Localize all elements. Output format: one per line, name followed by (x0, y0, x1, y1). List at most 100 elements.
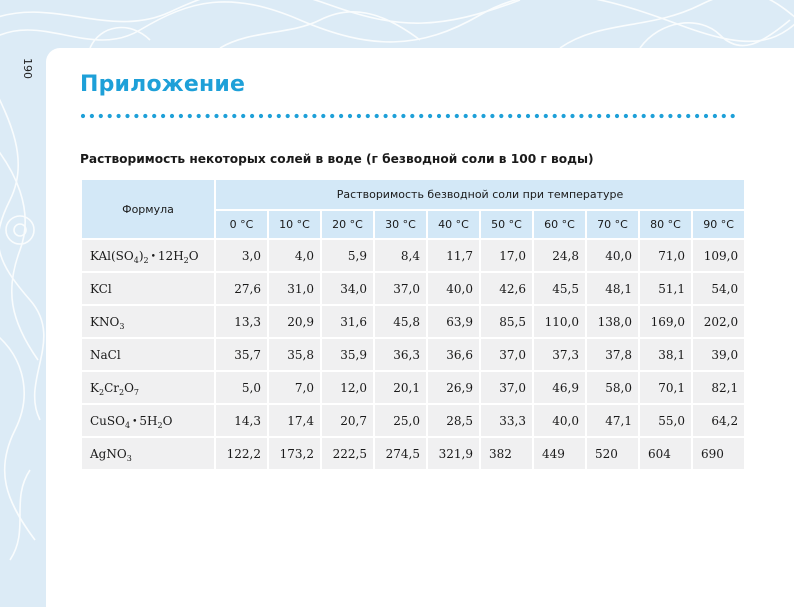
value-cell: 449 (532, 436, 587, 471)
formula-dot: • (132, 416, 138, 427)
table-row: NaCl 35,7 35,8 35,9 36,3 36,6 37,0 37,3 37,8 38,1… (80, 337, 747, 372)
table-row: CuSO4 • 5H2O 14,3 17,4 20,7 25,0 28,5 33,3 40,0 47… (80, 403, 747, 438)
formula-part: NaCl (90, 347, 121, 362)
formula-subscript: 3 (126, 453, 132, 463)
formula-part: KAl(SO (90, 248, 134, 263)
value-cell: 8,4 (373, 238, 428, 273)
value-cell: 34,0 (320, 271, 375, 306)
value-cell: 31,0 (267, 271, 322, 306)
formula-part: Cr (104, 380, 119, 395)
value-cell: 13,3 (214, 304, 269, 339)
formula-part: KNO (90, 314, 120, 329)
table-row: KAl(SO4)2 • 12H2O 3,0 4,0 5,9 8,4 11,7 17,0 24,8 4… (80, 238, 747, 273)
formula-cell: AgNO3 (80, 436, 216, 471)
value-cell: 42,6 (479, 271, 534, 306)
table-row: AgNO3 122,2 173,2 222,5 274,5 321,9 382 449 520 6… (80, 436, 747, 471)
value-cell: 71,0 (638, 238, 693, 273)
formula-subscript: 2 (157, 420, 163, 430)
value-cell: 36,3 (373, 337, 428, 372)
value-cell: 82,1 (690, 370, 747, 405)
value-cell: 20,7 (320, 403, 375, 438)
value-cell: 122,2 (214, 436, 269, 471)
value-cell: 35,8 (267, 337, 322, 372)
formula-cell: KAl(SO4)2 • 12H2O (80, 238, 216, 273)
value-cell: 35,9 (320, 337, 375, 372)
temperature-header: 60 °C (532, 209, 587, 240)
formula-part: 5H (139, 413, 158, 428)
value-cell: 55,0 (638, 403, 693, 438)
temperature-header: 40 °C (426, 209, 481, 240)
formula-part: KCl (90, 281, 112, 296)
formula-cell: K2Cr2O7 (80, 370, 216, 405)
temperature-header: 80 °C (638, 209, 693, 240)
formula-cell: CuSO4 • 5H2O (80, 403, 216, 438)
value-cell: 40,0 (585, 238, 640, 273)
value-cell: 45,8 (373, 304, 428, 339)
value-cell: 11,7 (426, 238, 481, 273)
table-row: KCl 27,6 31,0 34,0 37,0 40,0 42,6 45,5 48,1 51,1 5… (80, 271, 747, 306)
formula-cell: NaCl (80, 337, 216, 372)
value-cell: 63,9 (426, 304, 481, 339)
solubility-table: Формула Растворимость безводной соли при… (80, 178, 747, 471)
page-title: Приложение (80, 72, 246, 97)
temperature-header: 50 °C (479, 209, 534, 240)
temperature-header: 0 °C (214, 209, 269, 240)
value-cell: 40,0 (532, 403, 587, 438)
value-cell: 51,1 (638, 271, 693, 306)
value-cell: 38,1 (638, 337, 693, 372)
value-cell: 110,0 (532, 304, 587, 339)
value-cell: 64,2 (690, 403, 747, 438)
value-cell: 5,0 (214, 370, 269, 405)
formula-dot: • (150, 251, 156, 262)
value-cell: 20,1 (373, 370, 428, 405)
formula-part: ) (138, 248, 144, 263)
value-cell: 202,0 (690, 304, 747, 339)
formula-part: O (162, 413, 173, 428)
table-row: K2Cr2O7 5,0 7,0 12,0 20,1 26,9 37,0 46,9 58,0 70,… (80, 370, 747, 405)
value-cell: 14,3 (214, 403, 269, 438)
value-cell: 382 (479, 436, 534, 471)
value-cell: 321,9 (426, 436, 481, 471)
value-cell: 3,0 (214, 238, 269, 273)
value-cell: 37,0 (479, 370, 534, 405)
value-cell: 222,5 (320, 436, 375, 471)
dotted-divider (80, 113, 735, 119)
value-cell: 28,5 (426, 403, 481, 438)
value-cell: 48,1 (585, 271, 640, 306)
temperature-header: 90 °C (690, 209, 747, 240)
formula-column-header: Формула (80, 178, 216, 240)
value-cell: 520 (585, 436, 640, 471)
value-cell: 39,0 (690, 337, 747, 372)
formula-part: O (188, 248, 199, 263)
value-cell: 604 (638, 436, 693, 471)
value-cell: 690 (690, 436, 747, 471)
value-cell: 20,9 (267, 304, 322, 339)
value-cell: 36,6 (426, 337, 481, 372)
value-cell: 54,0 (690, 271, 747, 306)
formula-part: K (90, 380, 99, 395)
formula-cell: KCl (80, 271, 216, 306)
formula-cell: KNO3 (80, 304, 216, 339)
value-cell: 26,9 (426, 370, 481, 405)
temperature-header: 30 °C (373, 209, 428, 240)
value-cell: 37,0 (479, 337, 534, 372)
value-cell: 173,2 (267, 436, 322, 471)
temperature-header: 20 °C (320, 209, 375, 240)
value-cell: 33,3 (479, 403, 534, 438)
value-cell: 5,9 (320, 238, 375, 273)
temperature-header: 10 °C (267, 209, 322, 240)
formula-subscript: 7 (133, 387, 140, 397)
value-cell: 4,0 (267, 238, 322, 273)
formula-subscript: 4 (133, 255, 139, 265)
formula-subscript: 2 (98, 387, 105, 397)
formula-subscript: 2 (183, 255, 189, 265)
formula-subscript: 4 (124, 420, 131, 430)
value-cell: 47,1 (585, 403, 640, 438)
value-cell: 58,0 (585, 370, 640, 405)
value-cell: 169,0 (638, 304, 693, 339)
value-cell: 12,0 (320, 370, 375, 405)
page-number: 190 (21, 58, 34, 79)
value-cell: 24,8 (532, 238, 587, 273)
value-cell: 7,0 (267, 370, 322, 405)
